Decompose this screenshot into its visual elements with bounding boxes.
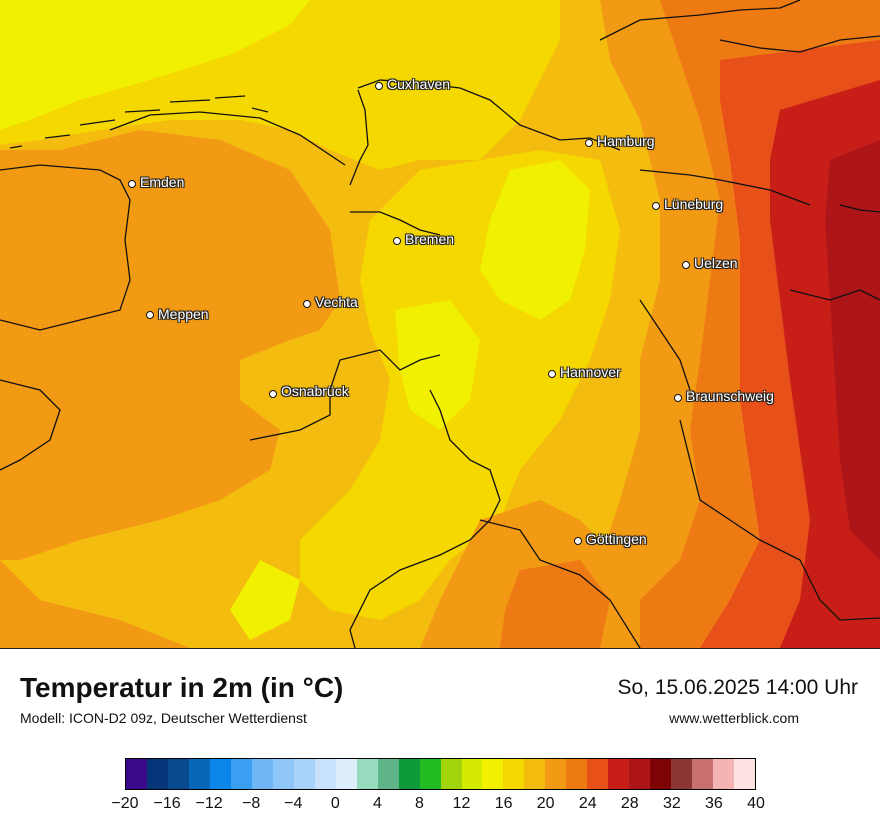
city-dot-hamburg bbox=[585, 139, 593, 147]
city-label-vechta: Vechta bbox=[315, 294, 358, 310]
colorbar-segment bbox=[692, 759, 714, 789]
colorbar-segment bbox=[419, 759, 441, 789]
city-label-osnabrueck: Osnabrück bbox=[281, 383, 349, 399]
colorbar-tick-label: 36 bbox=[705, 795, 723, 812]
colorbar-segment bbox=[126, 759, 147, 789]
colorbar-tick-label: −16 bbox=[153, 795, 181, 812]
colorbar-segment bbox=[566, 759, 588, 789]
temperature-colorbar bbox=[125, 758, 756, 790]
colorbar-segment bbox=[482, 759, 504, 789]
colorbar-segment bbox=[188, 759, 210, 789]
map-title: Temperatur in 2m (in °C) bbox=[20, 672, 344, 703]
colorbar-segment bbox=[503, 759, 525, 789]
zone-16-sea bbox=[0, 0, 310, 130]
colorbar-tick-label: 16 bbox=[494, 795, 513, 812]
temperature-field bbox=[0, 0, 880, 648]
colorbar-tick-label: 12 bbox=[452, 795, 471, 812]
city-label-cuxhaven: Cuxhaven bbox=[387, 76, 451, 92]
colorbar-tick-label: −12 bbox=[195, 795, 223, 812]
colorbar-segment bbox=[650, 759, 672, 789]
frisian-islands bbox=[9, 95, 269, 149]
city-dot-hannover bbox=[548, 370, 556, 378]
colorbar-segment bbox=[293, 759, 315, 789]
zone-18-coast bbox=[0, 0, 560, 170]
colorbar-segment bbox=[146, 759, 168, 789]
zone-16-patch bbox=[395, 300, 480, 430]
colorbar-tick-label: 0 bbox=[330, 795, 340, 812]
zone-16-south bbox=[230, 560, 300, 640]
colorbar-segment bbox=[734, 759, 756, 789]
colorbar-tick-label: 24 bbox=[578, 795, 597, 812]
colorbar-tick-label: 28 bbox=[620, 795, 639, 812]
colorbar-tick-label: 8 bbox=[415, 795, 424, 812]
colorbar-tick-label: 4 bbox=[372, 795, 382, 812]
colorbar-segment bbox=[398, 759, 420, 789]
colorbar-segment bbox=[713, 759, 735, 789]
colorbar-segment bbox=[356, 759, 378, 789]
colorbar-segment bbox=[230, 759, 252, 789]
colorbar-tick-label: −4 bbox=[284, 795, 303, 812]
colorbar-segment bbox=[167, 759, 189, 789]
forecast-datetime: So, 15.06.2025 14:00 Uhr bbox=[617, 676, 858, 699]
city-dot-vechta bbox=[303, 300, 311, 308]
city-dot-osnabrueck bbox=[269, 390, 277, 398]
colorbar-segment bbox=[440, 759, 462, 789]
colorbar-tick-label: 40 bbox=[747, 795, 765, 812]
city-label-hamburg: Hamburg bbox=[597, 133, 655, 149]
model-subtitle: Modell: ICON-D2 09z, Deutscher Wetterdie… bbox=[20, 710, 307, 726]
colorbar-segment bbox=[209, 759, 231, 789]
colorbar-tick-label: 32 bbox=[662, 795, 681, 812]
city-dot-goettingen bbox=[574, 537, 582, 545]
colorbar-tick-label: 20 bbox=[536, 795, 555, 812]
city-dot-meppen bbox=[146, 311, 154, 319]
city-dot-braunschweig bbox=[674, 394, 682, 402]
colorbar-segment bbox=[377, 759, 399, 789]
city-dot-emden bbox=[128, 180, 136, 188]
city-dot-bremen bbox=[393, 237, 401, 245]
colorbar-segment bbox=[524, 759, 546, 789]
city-label-hannover: Hannover bbox=[560, 364, 621, 380]
colorbar-segment bbox=[272, 759, 294, 789]
colorbar-segment bbox=[629, 759, 651, 789]
colorbar-ticks: −20 −16 −12 −8 −4 0 4 8 12 16 20 24 28 32 36 40 bbox=[111, 795, 764, 817]
city-label-emden: Emden bbox=[140, 174, 185, 190]
city-label-bremen: Bremen bbox=[405, 231, 455, 247]
colorbar-tick-label: −20 bbox=[111, 795, 139, 812]
city-label-braunschweig: Braunschweig bbox=[686, 388, 774, 404]
colorbar-segment bbox=[545, 759, 567, 789]
colorbar-segment bbox=[251, 759, 273, 789]
city-dot-lueneburg bbox=[652, 202, 660, 210]
colorbar-tick-label: −8 bbox=[242, 795, 261, 812]
website-link[interactable]: www.wetterblick.com bbox=[669, 710, 799, 726]
colorbar-segment bbox=[335, 759, 357, 789]
colorbar-segment bbox=[314, 759, 336, 789]
city-dot-cuxhaven bbox=[375, 82, 383, 90]
city-dot-uelzen bbox=[682, 261, 690, 269]
colorbar-segment bbox=[608, 759, 630, 789]
city-label-meppen: Meppen bbox=[158, 306, 209, 322]
zone-24-south bbox=[500, 560, 610, 648]
city-label-lueneburg: Lüneburg bbox=[664, 196, 724, 212]
city-label-uelzen: Uelzen bbox=[694, 255, 738, 271]
zone-30-east bbox=[825, 140, 880, 560]
temperature-map[interactable]: Cuxhaven Hamburg Emden Lüneburg Bremen U… bbox=[0, 0, 880, 649]
zone-22-southwest bbox=[0, 560, 190, 648]
city-label-goettingen: Göttingen bbox=[586, 531, 647, 547]
boundary-lines bbox=[0, 0, 880, 648]
colorbar-segment bbox=[461, 759, 483, 789]
zone-22-west bbox=[0, 130, 340, 560]
colorbar-segment bbox=[671, 759, 693, 789]
zone-16-center bbox=[480, 160, 590, 320]
colorbar-segment bbox=[587, 759, 609, 789]
